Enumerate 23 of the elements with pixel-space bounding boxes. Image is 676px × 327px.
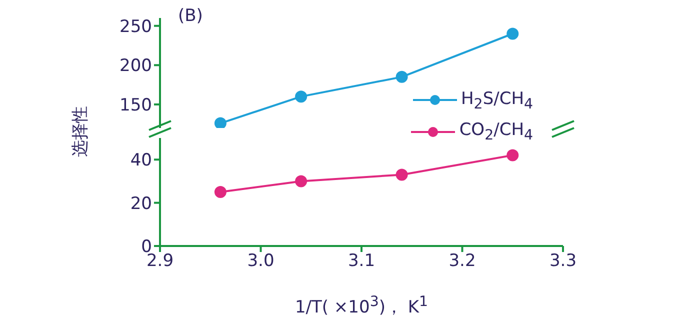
x-tick-label: 3.1 (348, 251, 376, 272)
y-tick-label: 20 (130, 194, 152, 214)
point (396, 168, 408, 181)
legend-label: H$_{2}$S/CH$_{4}$ (461, 88, 533, 112)
x-tick-label: 3.2 (448, 251, 476, 272)
y-tick-label: 200 (120, 56, 152, 76)
point (506, 28, 519, 40)
point (506, 149, 519, 162)
y-tick-label: 150 (120, 95, 152, 116)
point (295, 175, 308, 188)
annotation: (B) (178, 6, 203, 26)
y-axis-title: 选择性 (70, 105, 92, 159)
legend-label: CO$_{2}$/CH$_{4}$ (459, 120, 533, 144)
x-axis-title: 1/T( ×10$^{3}$)， K$^{1}$ (294, 294, 430, 319)
x-tick-label: 2.9 (146, 251, 174, 272)
x-tick-label: 3.0 (247, 251, 274, 272)
point (214, 117, 226, 128)
y-tick-label: 250 (120, 16, 152, 37)
point (214, 186, 226, 198)
x-tick-label: 3.3 (549, 251, 577, 272)
point (295, 90, 308, 103)
point (396, 70, 408, 83)
y-tick-label: 40 (130, 150, 152, 171)
